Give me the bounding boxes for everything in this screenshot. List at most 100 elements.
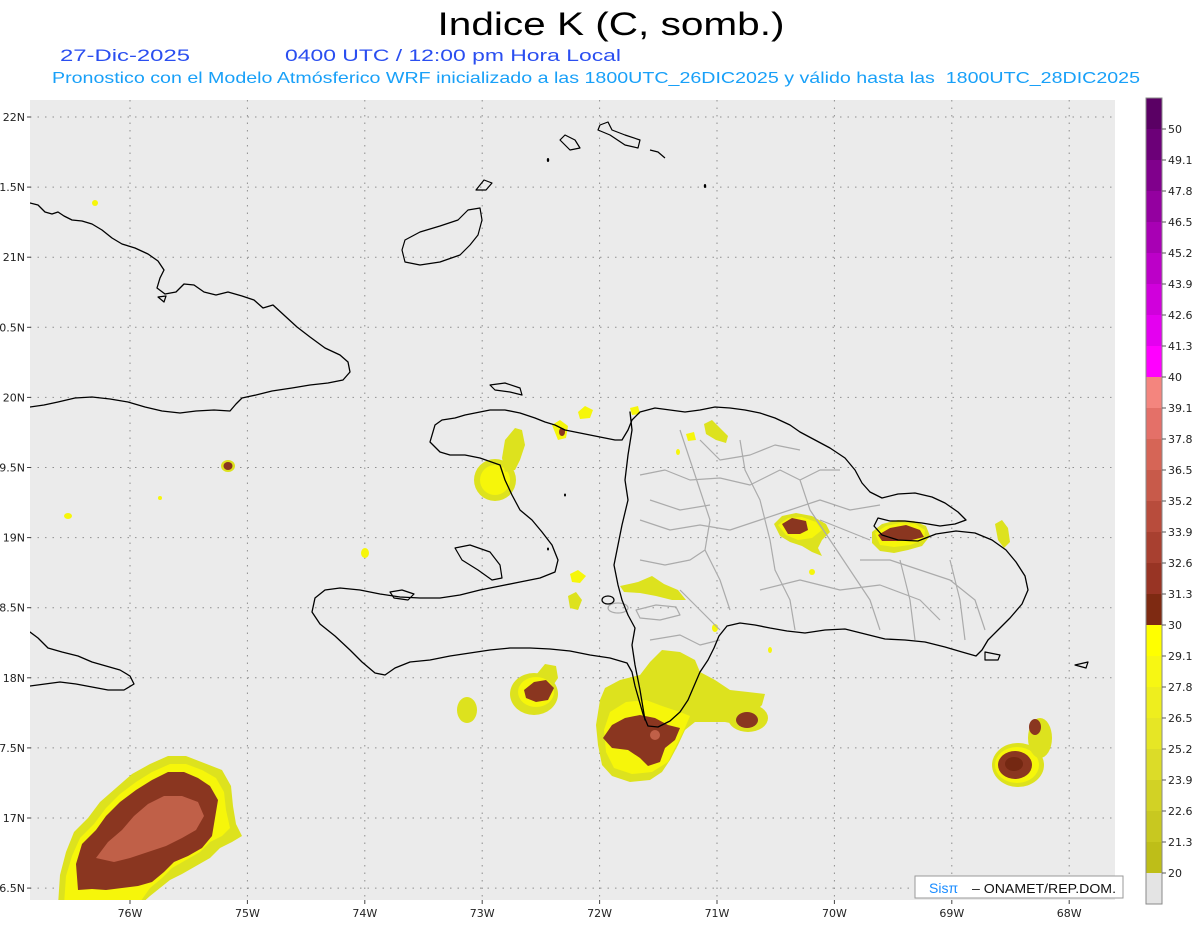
province-border (639, 499, 881, 531)
colorbar-label: 23.9 (1168, 774, 1193, 787)
colorbar-label: 29.1 (1168, 650, 1193, 663)
island-mayaguana (597, 121, 641, 149)
colorbar-label: 33.9 (1168, 526, 1193, 539)
province-border (949, 559, 966, 641)
shade-small (64, 513, 72, 519)
colorbar-segment (1146, 408, 1162, 439)
colorbar-label: 43.9 (1168, 278, 1193, 291)
colorbar-label: 50 (1168, 123, 1182, 136)
longitude-labels: 76W 75W 74W 73W 72W 71W 70W 69W 68W (118, 900, 1082, 920)
colorbar-label: 25.2 (1168, 743, 1193, 756)
island-gonave (454, 544, 503, 581)
forecast-date: 27-Dic-2025 (60, 46, 190, 65)
map-title: Indice K (C, somb.) (438, 6, 785, 42)
colorbar-label: 37.8 (1168, 433, 1193, 446)
shade-small (578, 406, 593, 419)
colorbar-segment (1146, 377, 1162, 408)
island-acklins (559, 134, 581, 151)
colorbar-segment (1146, 160, 1162, 191)
latitude-labels: 22N 1.5N 21N 0.5N 20N 9.5N 19N 8.5N 18N 7.5N 17N 6.… (0, 111, 31, 895)
shade-small (457, 697, 477, 723)
island-dot (564, 493, 566, 497)
lake-azuei (607, 602, 629, 614)
colorbar-label: 21.3 (1168, 836, 1193, 849)
lat-label: 22N (3, 111, 25, 124)
island-dot (546, 158, 550, 162)
colorbar-label: 36.5 (1168, 464, 1193, 477)
colorbar-segment (1146, 873, 1162, 904)
colorbar-segment (1146, 532, 1162, 563)
lake-saumatre (601, 595, 615, 605)
colorbar-label: 20 (1168, 867, 1182, 880)
lat-label: 9.5N (0, 462, 25, 475)
lat-label: 7.5N (0, 742, 25, 755)
colorbar-label: 30 (1168, 619, 1182, 632)
credit-brand: Sisπ (929, 880, 958, 896)
province-border (679, 589, 721, 631)
colorbar-label: 39.1 (1168, 402, 1193, 415)
shade-cibao-brown (782, 518, 808, 534)
shade-sw-coral (96, 796, 204, 862)
shade-navassa-brown (223, 462, 233, 470)
island-cayemites (389, 589, 415, 601)
colorbar-segment (1146, 656, 1162, 687)
shade-small (158, 496, 162, 500)
lat-label: 20N (3, 391, 25, 404)
colorbar-segment (1146, 470, 1162, 501)
colorbar-segment (1146, 687, 1162, 718)
colorbar-segment (1146, 842, 1162, 873)
province-border (860, 559, 986, 631)
shade-jacmel-ext (536, 664, 558, 690)
shade-se-core (1005, 757, 1023, 771)
island-caicos (649, 149, 666, 159)
shade-pedernales-core (650, 730, 660, 740)
lon-label: 73W (470, 907, 495, 920)
lat-label: 1.5N (0, 181, 25, 194)
colorbar-segment (1146, 129, 1162, 160)
province-border (649, 634, 721, 646)
province-border (739, 439, 796, 631)
province-border (649, 499, 711, 511)
lon-label: 68W (1057, 907, 1082, 920)
colorbar-label: 49.1 (1168, 154, 1193, 167)
colorbar-label: 46.5 (1168, 216, 1193, 229)
province-border (639, 549, 706, 566)
colorbar-label: 26.5 (1168, 712, 1193, 725)
shade-small (92, 200, 98, 206)
island-little-inagua (475, 179, 493, 191)
shade-small (995, 520, 1010, 548)
island-great-inagua (401, 207, 483, 266)
colorbar-segment (1146, 191, 1162, 222)
shade-small (361, 548, 369, 558)
coastline-hispaniola (311, 406, 1029, 728)
lat-label: 18N (3, 672, 25, 685)
colorbar-label: 40 (1168, 371, 1182, 384)
shade-small (568, 592, 582, 610)
coastline-jamaica (30, 631, 135, 691)
island-cuba-cay (157, 295, 167, 303)
credit-text: – ONAMET/REP.DOM. (972, 881, 1116, 896)
coastlines (30, 121, 1089, 728)
colorbar-segment (1146, 625, 1162, 656)
colorbar-segment (1146, 222, 1162, 253)
k-index-shading (58, 200, 1052, 900)
coastline-cuba (30, 202, 351, 414)
island-mona (1074, 661, 1089, 669)
shade-small (570, 570, 586, 583)
colorbar-label: 41.3 (1168, 340, 1193, 353)
border-haiti-dominican-republic (613, 411, 646, 721)
shade-small (630, 406, 640, 415)
forecast-time: 0400 UTC / 12:00 pm Hora Local (285, 46, 621, 65)
colorbar-segment (1146, 315, 1162, 346)
colorbar-label: 35.2 (1168, 495, 1193, 508)
colorbar-segment (1146, 811, 1162, 842)
shade-jacmel-brown (524, 680, 554, 702)
lat-label: 0.5N (0, 321, 25, 334)
colorbar-segment (1146, 284, 1162, 315)
island-saona (984, 651, 1001, 661)
province-border (819, 519, 871, 541)
lat-label: 17N (3, 812, 25, 825)
colorbar-segment (1146, 346, 1162, 377)
province-border (679, 429, 731, 611)
shade-small (704, 420, 728, 443)
